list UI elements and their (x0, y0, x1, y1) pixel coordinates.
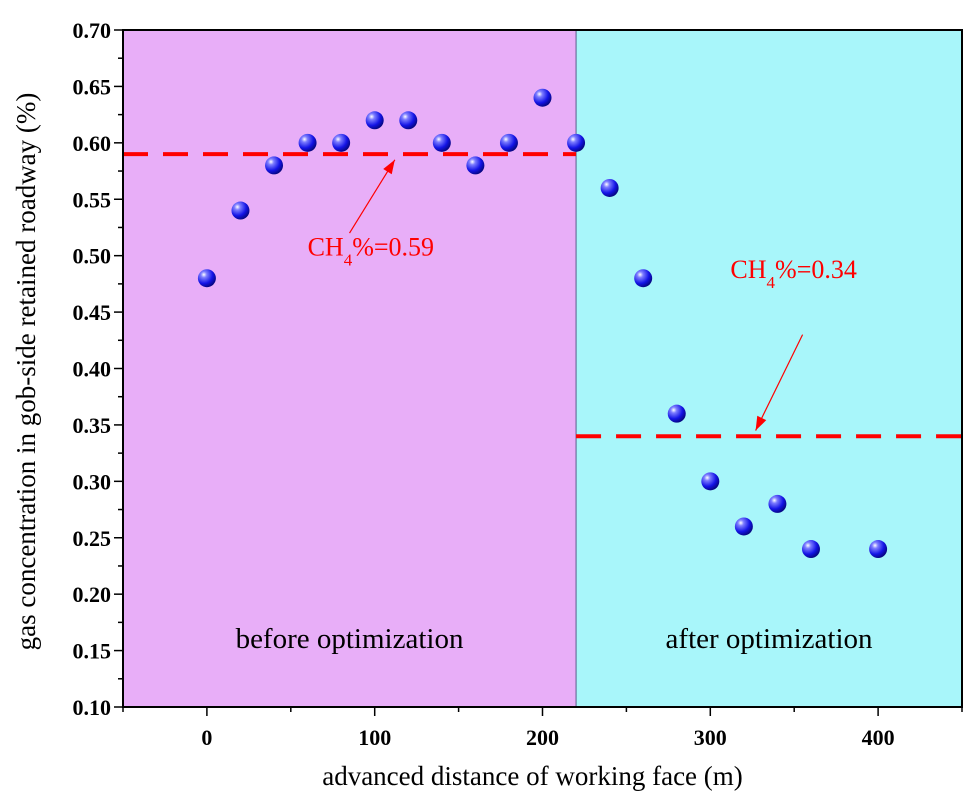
data-point (365, 111, 384, 130)
y-axis-title: gas concentration in gob-side retained r… (11, 93, 41, 651)
data-point (667, 404, 686, 423)
region-label-0: before optimization (236, 623, 464, 655)
mean-lines: CH4%=0.59 CH4%=0.34 (123, 152, 962, 439)
y-tick-label: 0.60 (73, 131, 112, 156)
x-tick-label: 300 (694, 725, 727, 750)
tick-labels: 0 100 200 300 400 0.10 0.15 0.20 0.25 0.30 0.35 0.4… (73, 18, 895, 750)
region-label-1: after optimization (666, 623, 873, 655)
data-point (801, 540, 820, 559)
data-point (197, 269, 216, 288)
x-tick-label: 100 (358, 725, 391, 750)
y-tick-label: 0.25 (73, 526, 112, 551)
mean-label-0: CH4%=0.59 (308, 233, 434, 270)
y-tick-label: 0.50 (73, 244, 112, 269)
data-point (869, 540, 888, 559)
y-tick-label: 0.10 (73, 695, 112, 720)
data-point (600, 178, 619, 197)
y-tick-label: 0.30 (73, 469, 112, 494)
axis-ticks (114, 29, 963, 716)
x-tick-label: 400 (862, 725, 895, 750)
y-tick-label: 0.70 (73, 18, 112, 43)
data-point (768, 494, 787, 513)
y-tick-label: 0.55 (73, 187, 112, 212)
y-tick-label: 0.65 (73, 74, 112, 99)
x-axis-title: advanced distance of working face (m) (322, 761, 743, 791)
data-point (533, 88, 552, 107)
data-point (634, 269, 653, 288)
region-1 (576, 30, 962, 707)
annotation-arrow-1 (755, 334, 804, 431)
data-point (567, 133, 586, 152)
data-point (701, 472, 720, 491)
shaded-regions (123, 30, 962, 707)
data-points (197, 88, 888, 559)
data-point (466, 156, 485, 175)
region-0 (123, 30, 577, 707)
mean-label-1: CH4%=0.34 (730, 255, 856, 292)
data-point (499, 133, 518, 152)
data-point (332, 133, 351, 152)
x-tick-label: 200 (526, 725, 559, 750)
data-point (231, 201, 250, 220)
y-tick-label: 0.35 (73, 413, 112, 438)
data-point (734, 517, 753, 536)
data-point (265, 156, 284, 175)
y-tick-label: 0.45 (73, 300, 112, 325)
region-labels: before optimization after optimization (236, 623, 873, 655)
y-tick-label: 0.40 (73, 357, 112, 382)
x-tick-label: 0 (201, 725, 212, 750)
annotation-arrow-0 (349, 159, 396, 234)
data-point (432, 133, 451, 152)
data-point (298, 133, 317, 152)
y-tick-label: 0.20 (73, 582, 112, 607)
y-tick-label: 0.15 (73, 639, 112, 664)
annotation-arrowhead-1 (755, 415, 767, 431)
data-point (399, 111, 418, 130)
annotation-arrowhead-0 (383, 159, 395, 175)
